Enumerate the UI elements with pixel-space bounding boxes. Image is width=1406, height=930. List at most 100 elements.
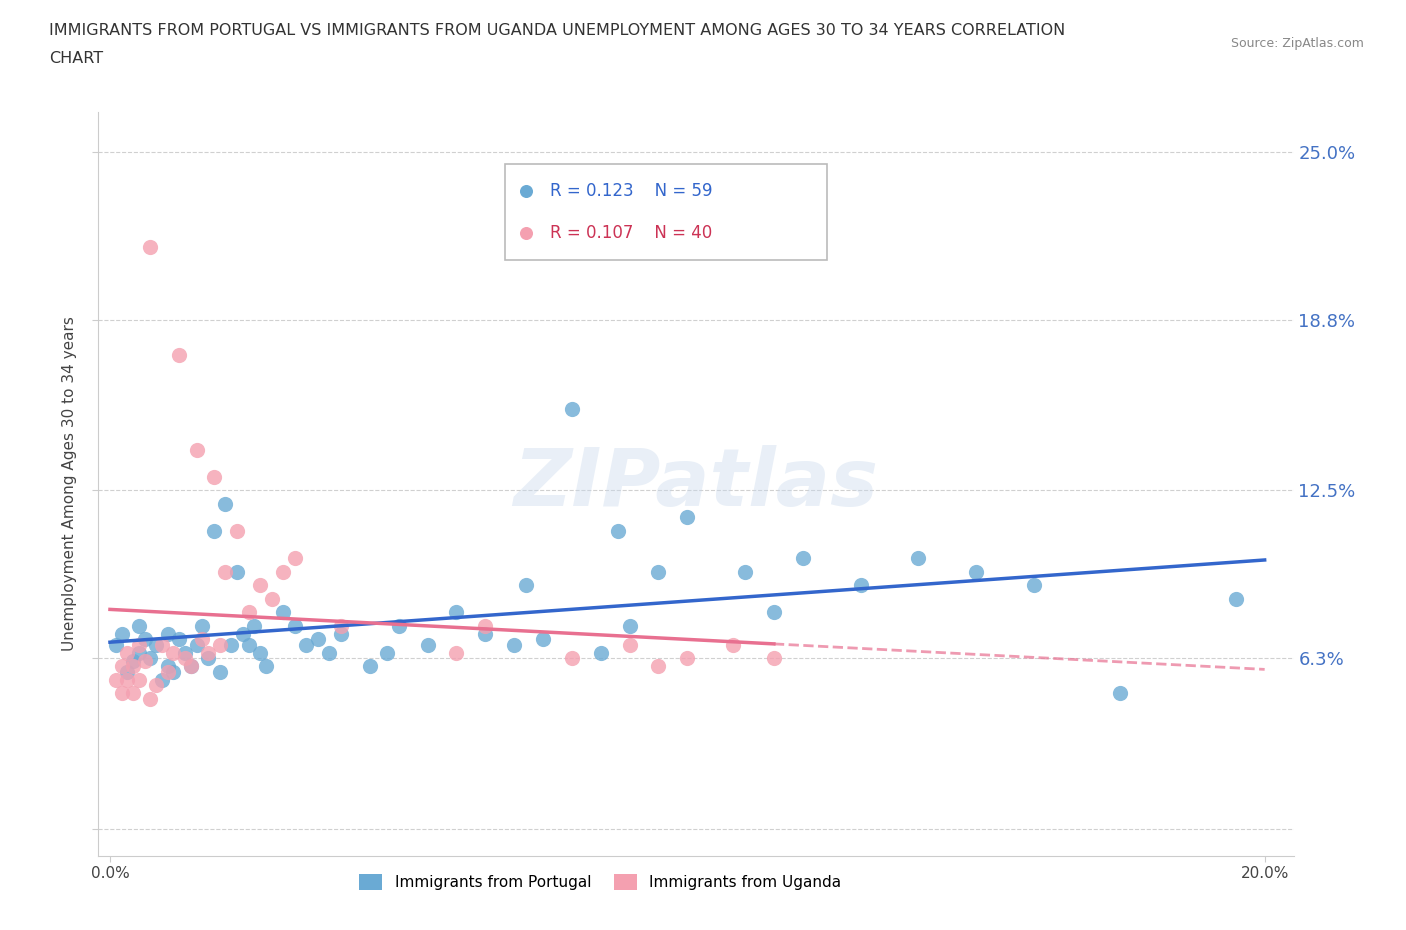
FancyBboxPatch shape bbox=[505, 164, 828, 260]
Immigrants from Portugal bbox=[191, 618, 214, 633]
Immigrants from Uganda bbox=[676, 651, 699, 666]
Immigrants from Portugal bbox=[254, 658, 277, 673]
Text: R = 0.107    N = 40: R = 0.107 N = 40 bbox=[550, 224, 713, 243]
Text: CHART: CHART bbox=[49, 51, 103, 66]
Text: ZIPatlas: ZIPatlas bbox=[513, 445, 879, 523]
Immigrants from Portugal bbox=[607, 524, 630, 538]
Immigrants from Portugal bbox=[238, 637, 260, 652]
Immigrants from Uganda bbox=[167, 348, 190, 363]
Immigrants from Portugal bbox=[180, 658, 202, 673]
Immigrants from Uganda bbox=[723, 637, 745, 652]
Text: R = 0.123    N = 59: R = 0.123 N = 59 bbox=[550, 181, 713, 200]
Immigrants from Portugal bbox=[174, 645, 197, 660]
Immigrants from Portugal bbox=[134, 631, 156, 646]
Immigrants from Uganda bbox=[260, 591, 283, 606]
Immigrants from Uganda bbox=[174, 651, 197, 666]
Immigrants from Portugal bbox=[219, 637, 242, 652]
Immigrants from Uganda bbox=[134, 654, 156, 669]
Immigrants from Portugal bbox=[197, 651, 219, 666]
Immigrants from Portugal bbox=[676, 510, 699, 525]
Immigrants from Portugal bbox=[1225, 591, 1247, 606]
Text: IMMIGRANTS FROM PORTUGAL VS IMMIGRANTS FROM UGANDA UNEMPLOYMENT AMONG AGES 30 TO: IMMIGRANTS FROM PORTUGAL VS IMMIGRANTS F… bbox=[49, 23, 1066, 38]
Immigrants from Uganda bbox=[128, 672, 150, 687]
Immigrants from Portugal bbox=[214, 497, 236, 512]
Immigrants from Portugal bbox=[329, 626, 352, 641]
Immigrants from Uganda bbox=[329, 618, 352, 633]
Legend: Immigrants from Portugal, Immigrants from Uganda: Immigrants from Portugal, Immigrants fro… bbox=[353, 868, 848, 897]
Immigrants from Uganda bbox=[117, 672, 139, 687]
Immigrants from Uganda bbox=[197, 645, 219, 660]
Immigrants from Portugal bbox=[1022, 578, 1045, 592]
Immigrants from Portugal bbox=[307, 631, 329, 646]
Immigrants from Portugal bbox=[243, 618, 266, 633]
Immigrants from Portugal bbox=[619, 618, 641, 633]
Immigrants from Portugal bbox=[295, 637, 318, 652]
Immigrants from Uganda bbox=[214, 565, 236, 579]
Y-axis label: Unemployment Among Ages 30 to 34 years: Unemployment Among Ages 30 to 34 years bbox=[62, 316, 77, 651]
Immigrants from Portugal bbox=[647, 565, 669, 579]
Immigrants from Portugal bbox=[474, 626, 496, 641]
Immigrants from Portugal bbox=[446, 604, 468, 619]
Immigrants from Portugal bbox=[849, 578, 872, 592]
Immigrants from Portugal bbox=[156, 626, 179, 641]
Immigrants from Portugal bbox=[208, 664, 231, 679]
Immigrants from Uganda bbox=[446, 645, 468, 660]
Immigrants from Portugal bbox=[734, 565, 756, 579]
Immigrants from Uganda bbox=[561, 651, 583, 666]
Immigrants from Uganda bbox=[249, 578, 271, 592]
Immigrants from Uganda bbox=[226, 524, 249, 538]
Immigrants from Portugal bbox=[167, 631, 190, 646]
Immigrants from Portugal bbox=[249, 645, 271, 660]
Immigrants from Portugal bbox=[110, 626, 132, 641]
Text: Source: ZipAtlas.com: Source: ZipAtlas.com bbox=[1230, 37, 1364, 50]
Immigrants from Uganda bbox=[208, 637, 231, 652]
Immigrants from Uganda bbox=[238, 604, 260, 619]
Immigrants from Uganda bbox=[186, 443, 208, 458]
Immigrants from Portugal bbox=[907, 551, 929, 565]
Immigrants from Portugal bbox=[284, 618, 307, 633]
Immigrants from Uganda bbox=[139, 691, 162, 706]
Immigrants from Uganda bbox=[191, 631, 214, 646]
Immigrants from Uganda bbox=[271, 565, 294, 579]
Immigrants from Uganda bbox=[474, 618, 496, 633]
Immigrants from Uganda bbox=[156, 664, 179, 679]
Immigrants from Portugal bbox=[202, 524, 225, 538]
Immigrants from Portugal bbox=[416, 637, 439, 652]
Immigrants from Portugal bbox=[359, 658, 381, 673]
Immigrants from Portugal bbox=[792, 551, 814, 565]
Immigrants from Portugal bbox=[128, 618, 150, 633]
Immigrants from Portugal bbox=[762, 604, 785, 619]
Immigrants from Portugal bbox=[104, 637, 127, 652]
Immigrants from Portugal bbox=[271, 604, 294, 619]
Immigrants from Portugal bbox=[156, 658, 179, 673]
Immigrants from Uganda bbox=[162, 645, 184, 660]
Immigrants from Portugal bbox=[150, 672, 173, 687]
Immigrants from Portugal bbox=[226, 565, 249, 579]
Immigrants from Portugal bbox=[503, 637, 526, 652]
Immigrants from Uganda bbox=[647, 658, 669, 673]
Immigrants from Uganda bbox=[145, 678, 167, 693]
Immigrants from Portugal bbox=[122, 654, 145, 669]
Immigrants from Uganda bbox=[122, 685, 145, 700]
Immigrants from Portugal bbox=[375, 645, 398, 660]
Immigrants from Uganda bbox=[122, 658, 145, 673]
Immigrants from Portugal bbox=[1109, 685, 1132, 700]
Immigrants from Portugal bbox=[589, 645, 612, 660]
Immigrants from Portugal bbox=[145, 637, 167, 652]
Immigrants from Portugal bbox=[965, 565, 987, 579]
Immigrants from Portugal bbox=[186, 637, 208, 652]
Immigrants from Portugal bbox=[561, 402, 583, 417]
Immigrants from Uganda bbox=[180, 658, 202, 673]
Immigrants from Portugal bbox=[139, 651, 162, 666]
Immigrants from Uganda bbox=[150, 637, 173, 652]
Immigrants from Portugal bbox=[117, 664, 139, 679]
Immigrants from Uganda bbox=[128, 637, 150, 652]
Immigrants from Uganda bbox=[110, 658, 132, 673]
Immigrants from Uganda bbox=[202, 470, 225, 485]
Immigrants from Portugal bbox=[531, 631, 554, 646]
Immigrants from Portugal bbox=[388, 618, 411, 633]
Immigrants from Uganda bbox=[284, 551, 307, 565]
Immigrants from Portugal bbox=[318, 645, 340, 660]
Immigrants from Portugal bbox=[162, 664, 184, 679]
Immigrants from Uganda bbox=[104, 672, 127, 687]
